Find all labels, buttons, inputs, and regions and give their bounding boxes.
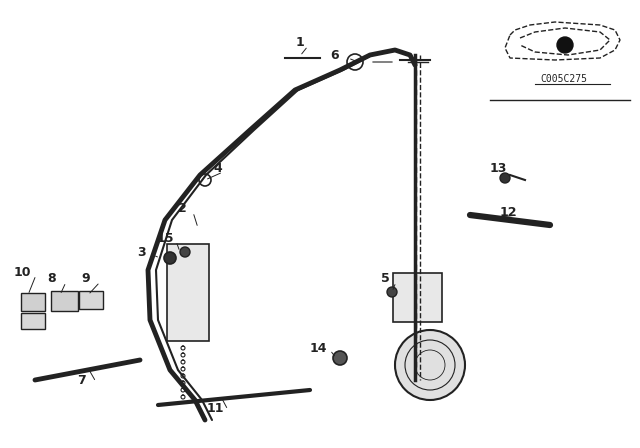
Text: 5: 5: [381, 271, 389, 284]
Text: 2: 2: [178, 202, 186, 215]
FancyBboxPatch shape: [393, 273, 442, 322]
FancyBboxPatch shape: [21, 293, 45, 311]
Text: C005C275: C005C275: [540, 74, 587, 84]
FancyBboxPatch shape: [167, 244, 209, 341]
Text: 15: 15: [156, 232, 173, 245]
Text: 10: 10: [13, 266, 31, 279]
Text: 14: 14: [309, 341, 327, 354]
FancyBboxPatch shape: [21, 313, 45, 329]
Circle shape: [395, 330, 465, 400]
Text: 7: 7: [77, 374, 86, 387]
Text: 6: 6: [331, 48, 339, 61]
Circle shape: [557, 37, 573, 53]
Circle shape: [164, 252, 176, 264]
Text: 13: 13: [490, 161, 507, 175]
Circle shape: [333, 351, 347, 365]
Text: 8: 8: [48, 271, 56, 284]
Circle shape: [180, 247, 190, 257]
Text: 4: 4: [214, 161, 222, 175]
FancyBboxPatch shape: [51, 291, 78, 311]
FancyBboxPatch shape: [79, 291, 103, 309]
Text: 3: 3: [138, 246, 147, 258]
Text: 12: 12: [499, 206, 516, 219]
Circle shape: [500, 173, 510, 183]
Text: 9: 9: [82, 271, 90, 284]
Text: 1: 1: [296, 35, 305, 48]
Circle shape: [387, 287, 397, 297]
Text: 11: 11: [206, 401, 224, 414]
